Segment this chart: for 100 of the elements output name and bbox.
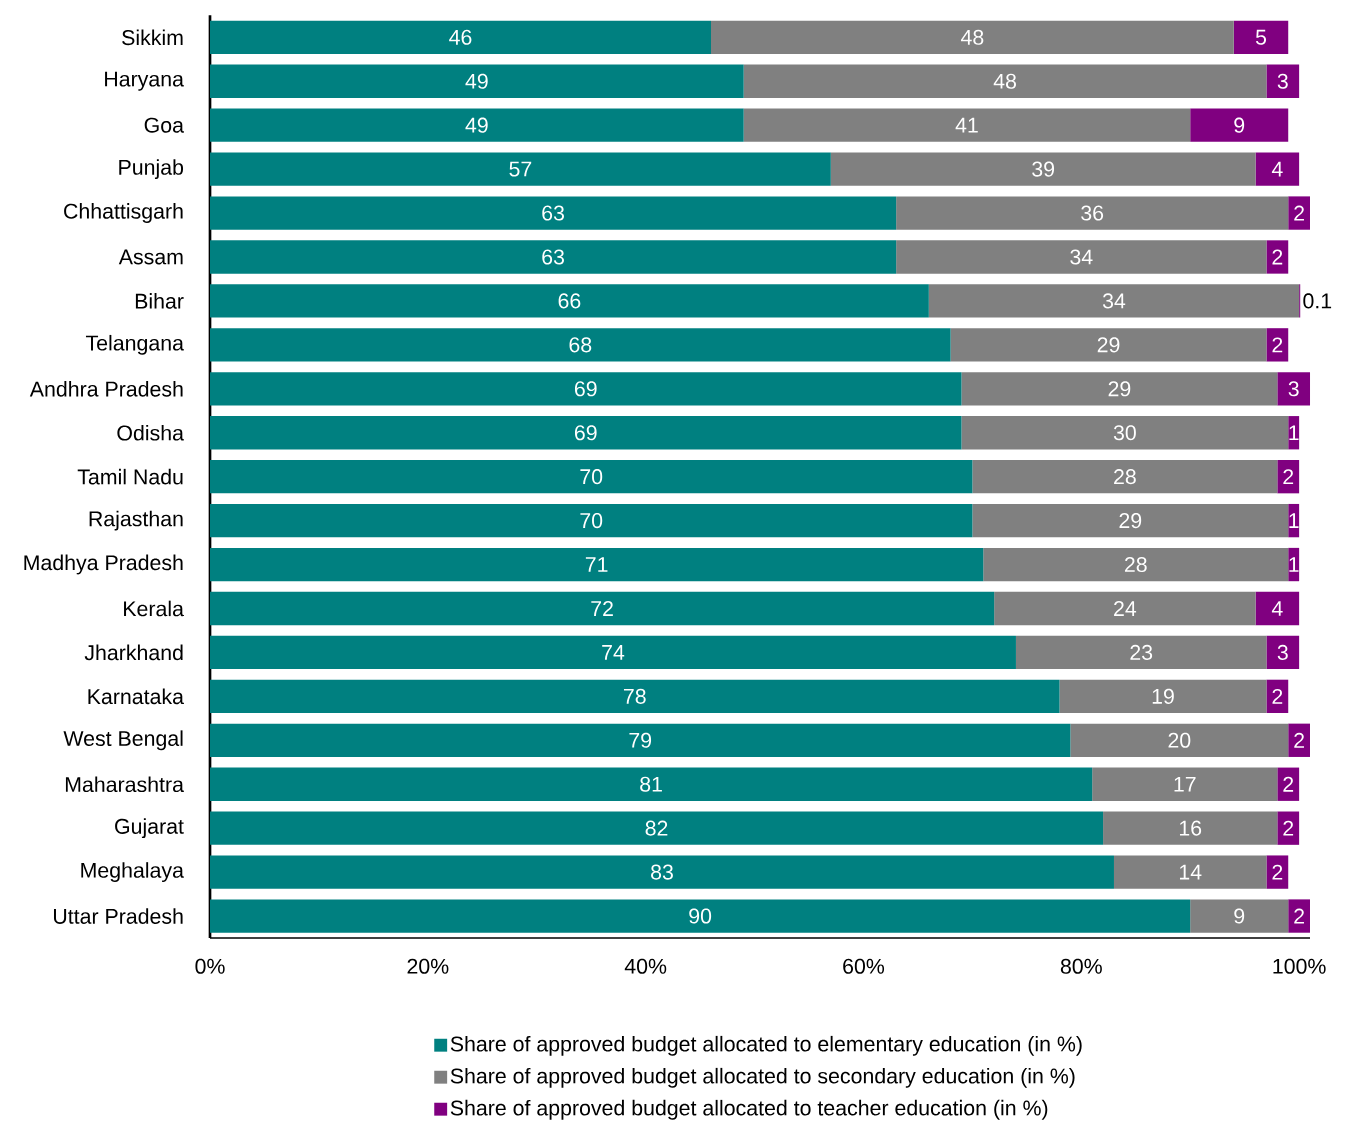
bar — [896, 240, 1267, 274]
bar — [1277, 811, 1300, 845]
data-label: 49 — [465, 117, 488, 133]
bar — [1015, 635, 1267, 670]
bar — [1266, 679, 1289, 714]
data-label: 70 — [580, 469, 603, 485]
data-label: 74 — [602, 645, 625, 660]
data-label: 28 — [1114, 469, 1136, 485]
bar — [1070, 723, 1289, 757]
data-label: 63 — [542, 249, 564, 265]
bar — [1288, 899, 1311, 933]
bar — [1190, 108, 1289, 142]
bar — [743, 64, 1267, 98]
x-tick-label: 100% — [1273, 958, 1326, 974]
x-tick-label: 60% — [843, 958, 885, 974]
bar — [210, 767, 1093, 801]
bar — [210, 64, 744, 98]
bar — [210, 108, 744, 142]
data-label: 57 — [509, 161, 532, 177]
data-label: 2 — [1294, 732, 1304, 748]
data-label: 34 — [1070, 249, 1093, 265]
data-label: 83 — [651, 864, 673, 880]
y-tick-label: West Bengal — [63, 730, 183, 751]
data-label: 3 — [1277, 73, 1288, 89]
data-label: 39 — [1032, 161, 1055, 177]
data-label: 3 — [1288, 381, 1299, 397]
data-label: 78 — [623, 688, 646, 704]
data-label: 1 — [1289, 425, 1299, 441]
data-label: 9 — [1234, 908, 1245, 924]
data-label: 34 — [1102, 293, 1126, 309]
bar — [210, 855, 1114, 889]
data-label: 2 — [1283, 776, 1294, 792]
data-label: 68 — [569, 337, 592, 353]
bar — [210, 899, 1191, 933]
bar — [1266, 328, 1289, 362]
bar — [210, 240, 897, 274]
data-label: 29 — [1119, 513, 1142, 529]
bar — [830, 152, 1256, 186]
y-tick-label: Meghalaya — [81, 862, 184, 883]
data-label: 29 — [1097, 337, 1120, 353]
bar — [210, 152, 831, 186]
data-label: 29 — [1108, 381, 1131, 397]
data-label: 72 — [591, 601, 613, 616]
bar — [210, 679, 1060, 714]
x-tick-label: 40% — [624, 958, 667, 974]
bar — [1190, 899, 1289, 933]
y-tick-label: Tamil Nadu — [77, 468, 183, 485]
data-label: 2 — [1294, 205, 1304, 221]
bar — [1266, 855, 1289, 889]
data-label: 69 — [574, 425, 597, 441]
y-tick-label: Assam — [118, 249, 183, 265]
data-label: 48 — [961, 29, 984, 45]
data-label: 1 — [1289, 513, 1299, 528]
data-label: 71 — [585, 557, 608, 572]
bar — [210, 460, 973, 494]
y-tick-label: Uttar Pradesh — [53, 908, 183, 924]
data-label: 48 — [993, 73, 1016, 89]
bar — [1288, 196, 1311, 230]
data-label: 2 — [1294, 908, 1304, 924]
y-tick-label: Jharkhand — [84, 644, 183, 661]
data-label: 49 — [465, 73, 488, 89]
legend-label: Share of approved budget allocated to secondary education (in %) — [450, 1067, 1075, 1088]
bar — [983, 547, 1289, 582]
bar — [972, 460, 1278, 494]
y-tick-label: Sikkim — [122, 29, 183, 46]
data-label: 4 — [1271, 161, 1283, 177]
bar — [1288, 723, 1311, 757]
bar — [210, 635, 1016, 670]
bar — [1277, 460, 1300, 494]
y-tick-label: Kerala — [124, 600, 184, 617]
data-label: 41 — [955, 117, 978, 133]
data-label: 82 — [645, 820, 668, 836]
data-label: 2 — [1272, 337, 1283, 353]
bar — [210, 503, 973, 538]
data-label: 3 — [1277, 644, 1288, 660]
data-label: 36 — [1081, 205, 1104, 221]
bar — [1255, 152, 1300, 186]
data-label: 81 — [640, 776, 662, 792]
data-label: 20 — [1168, 732, 1191, 748]
bar — [1255, 591, 1300, 626]
data-label: 14 — [1179, 864, 1202, 880]
bar — [1266, 240, 1289, 274]
data-label: 23 — [1130, 644, 1153, 660]
data-label: 79 — [629, 732, 652, 748]
legend-label: Share of approved budget allocated to teacher education (in %) — [450, 1099, 1048, 1120]
bar — [1059, 679, 1267, 714]
y-tick-label: Odisha — [117, 424, 184, 441]
data-label: 5 — [1255, 29, 1267, 45]
x-tick-label: 0% — [195, 958, 225, 974]
y-tick-label: Bihar — [135, 293, 184, 309]
y-tick-label: Goa — [144, 117, 184, 133]
x-tick-label: 20% — [407, 958, 449, 974]
y-tick-label: Punjab — [119, 159, 184, 180]
data-label: 2 — [1272, 864, 1283, 880]
y-tick-label: Chhattisgarh — [64, 203, 183, 223]
bar — [711, 20, 1234, 54]
bar — [896, 196, 1289, 230]
bar — [1277, 372, 1311, 406]
data-label: 2 — [1272, 249, 1283, 265]
data-label: 2 — [1283, 469, 1294, 485]
